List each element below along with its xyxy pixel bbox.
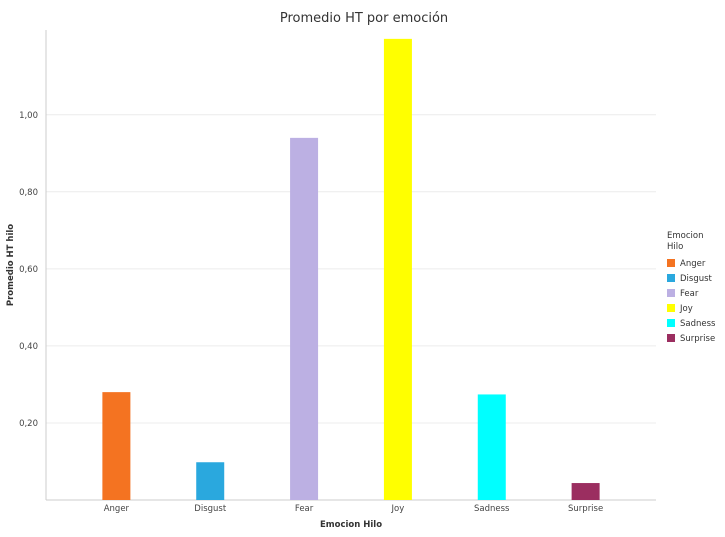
legend-swatch: [667, 274, 675, 282]
legend-swatch: [667, 304, 675, 312]
bar-joy: [383, 38, 412, 500]
legend-label: Fear: [680, 289, 699, 299]
y-axis-ticks: 0,20 0,40 0,60 0,80 1,00: [19, 111, 38, 429]
legend-title: Hilo: [667, 242, 683, 252]
chart-title: Promedio HT por emoción: [280, 11, 448, 26]
legend-label: Anger: [680, 259, 706, 269]
x-tick-label: Anger: [104, 504, 130, 514]
legend-title: Emocion: [667, 231, 703, 241]
legend-label: Disgust: [680, 274, 713, 284]
bar-anger: [102, 392, 131, 500]
bar-disgust: [196, 462, 225, 500]
legend-label: Joy: [679, 304, 693, 314]
y-tick-label: 0,60: [19, 265, 38, 275]
x-tick-label: Sadness: [474, 504, 510, 514]
legend-swatch: [667, 259, 675, 267]
x-tick-label: Joy: [391, 504, 405, 514]
x-tick-label: Disgust: [194, 504, 227, 514]
x-tick-label: Fear: [295, 504, 314, 514]
bar-sadness: [477, 394, 506, 500]
grid-lines: [46, 114, 656, 424]
legend-swatch: [667, 319, 675, 327]
y-tick-label: 0,80: [19, 188, 38, 198]
bar-fear: [290, 137, 319, 501]
x-axis-title: Emocion Hilo: [320, 520, 382, 530]
bars: [102, 38, 600, 501]
y-tick-label: 1,00: [19, 111, 38, 121]
legend-swatch: [667, 334, 675, 342]
bar-surprise: [571, 483, 600, 500]
y-tick-label: 0,20: [19, 419, 38, 429]
x-tick-label: Surprise: [568, 504, 603, 514]
x-axis-ticks: Anger Disgust Fear Joy Sadness Surprise: [104, 504, 603, 514]
legend-swatch: [667, 289, 675, 297]
legend-label: Surprise: [680, 334, 715, 344]
y-axis-title: Promedio HT hilo: [6, 224, 16, 306]
y-tick-label: 0,40: [19, 342, 38, 352]
legend-label: Sadness: [680, 319, 716, 329]
